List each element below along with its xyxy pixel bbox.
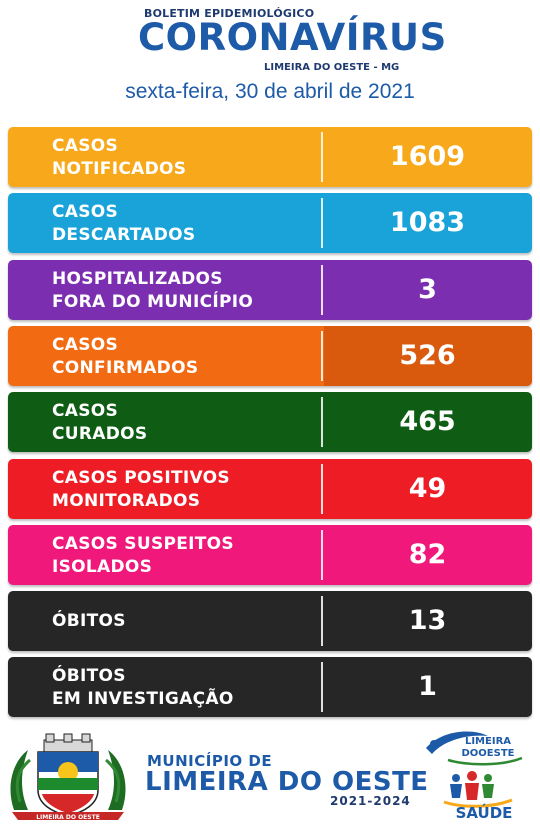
municipal-crest-icon: LIMEIRA DO OESTE bbox=[10, 733, 126, 821]
row-label: ÓBITOS EM INVESTIGAÇÃO bbox=[52, 666, 234, 709]
value-panel bbox=[324, 326, 532, 386]
row-value: 3 bbox=[418, 274, 437, 305]
row-label: CASOS POSITIVOS MONITORADOS bbox=[52, 468, 230, 511]
row-casos-confirmados: CASOS CONFIRMADOS 526 bbox=[8, 326, 532, 386]
row-obitos: ÓBITOS 13 bbox=[8, 591, 532, 651]
bulletin-header: BOLETIM EPIDEMIOLÓGICO CORONAVÍRUS LIMEI… bbox=[0, 0, 540, 120]
row-divider bbox=[321, 596, 323, 646]
row-casos-notificados: CASOS NOTIFICADOS 1609 bbox=[8, 127, 532, 187]
row-label: CASOS SUSPEITOS ISOLADOS bbox=[52, 534, 234, 577]
secretariat-line1: LIMEIRA bbox=[465, 736, 511, 747]
row-value: 49 bbox=[408, 473, 447, 504]
bulletin-label: BOLETIM EPIDEMIOLÓGICO bbox=[144, 7, 315, 20]
row-divider bbox=[321, 662, 323, 712]
row-divider bbox=[321, 331, 323, 381]
row-divider bbox=[321, 132, 323, 182]
health-secretariat-logo: LIMEIRA DOOESTE SAÚDE bbox=[426, 731, 523, 822]
secretariat-line2: DOOESTE bbox=[462, 748, 515, 759]
row-value: 82 bbox=[408, 539, 447, 570]
row-divider bbox=[321, 397, 323, 447]
municipality-label: MUNICÍPIO DE bbox=[147, 752, 273, 770]
row-value: 1 bbox=[418, 671, 437, 702]
row-value: 1609 bbox=[389, 141, 466, 172]
report-date: sexta-feira, 30 de abril de 2021 bbox=[125, 80, 415, 103]
row-label: CASOS NOTIFICADOS bbox=[52, 136, 187, 179]
row-casos-descartados: CASOS DESCARTADOS 1083 bbox=[8, 193, 532, 253]
municipality-name: LIMEIRA DO OESTE bbox=[145, 767, 429, 797]
row-divider bbox=[321, 464, 323, 514]
row-positivos-monitorados: CASOS POSITIVOS MONITORADOS 49 bbox=[8, 459, 532, 519]
footer: LIMEIRA DO OESTE MUNICÍPIO DE LIMEIRA DO… bbox=[0, 722, 540, 825]
row-suspeitos-isolados: CASOS SUSPEITOS ISOLADOS 82 bbox=[8, 525, 532, 585]
row-divider bbox=[321, 530, 323, 580]
row-casos-curados: CASOS CURADOS 465 bbox=[8, 392, 532, 452]
administration-years: 2021-2024 bbox=[330, 794, 411, 808]
row-label: HOSPITALIZADOS FORA DO MUNICÍPIO bbox=[52, 269, 254, 312]
saude-label: SAÚDE bbox=[456, 803, 513, 822]
row-label: ÓBITOS bbox=[52, 611, 126, 631]
row-obitos-investigacao: ÓBITOS EM INVESTIGAÇÃO 1 bbox=[8, 657, 532, 717]
row-label: CASOS CONFIRMADOS bbox=[52, 335, 199, 378]
crest-banner-text: LIMEIRA DO OESTE bbox=[36, 814, 100, 821]
row-label: CASOS DESCARTADOS bbox=[52, 202, 196, 245]
row-value: 465 bbox=[399, 406, 456, 437]
row-divider bbox=[321, 265, 323, 315]
row-label: CASOS CURADOS bbox=[52, 401, 148, 444]
row-divider bbox=[321, 198, 323, 248]
page-title: CORONAVÍRUS bbox=[138, 16, 447, 59]
row-value: 526 bbox=[399, 340, 456, 371]
location-subtitle: LIMEIRA DO OESTE - MG bbox=[264, 62, 400, 73]
row-value: 1083 bbox=[389, 207, 466, 238]
row-value: 13 bbox=[408, 605, 447, 636]
row-hospitalizados: HOSPITALIZADOS FORA DO MUNICÍPIO 3 bbox=[8, 260, 532, 320]
